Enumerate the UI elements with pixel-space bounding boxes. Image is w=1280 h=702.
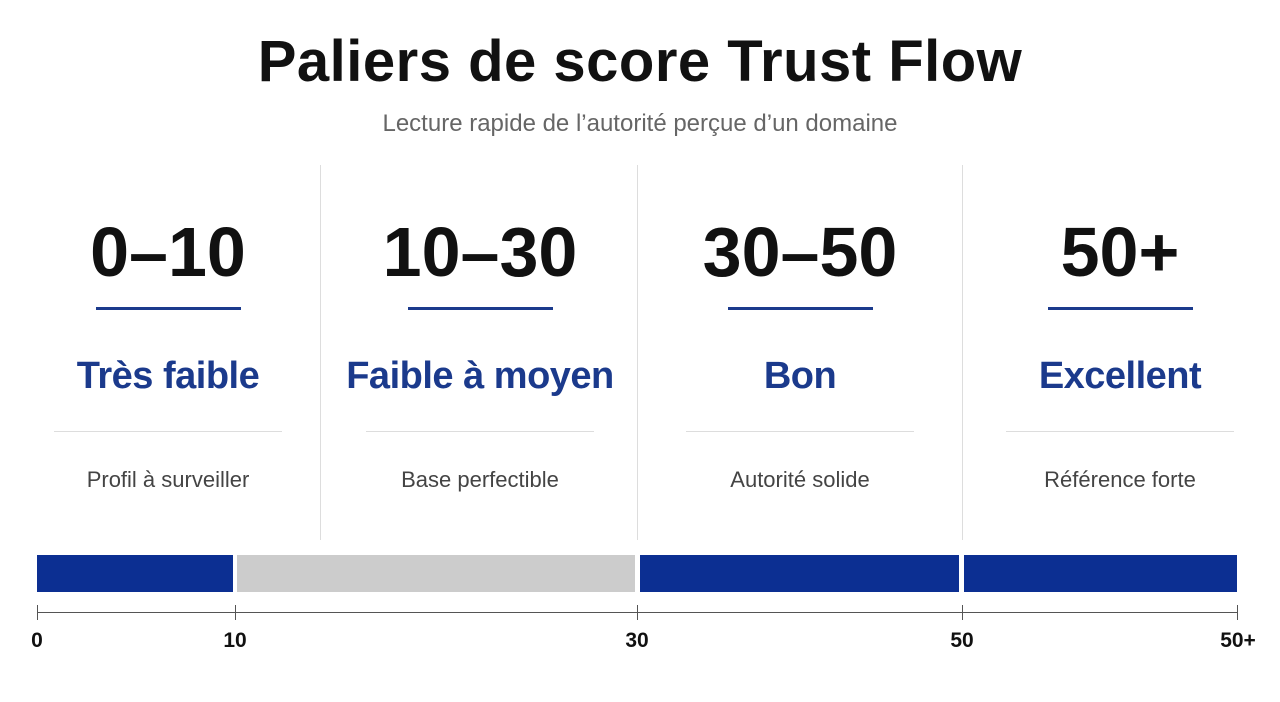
tier-range: 30–50: [702, 213, 898, 291]
separator: [54, 431, 282, 432]
scale-segment: [964, 555, 1237, 592]
tick-label: 50+: [1220, 629, 1256, 652]
tier-range: 0–10: [90, 213, 246, 291]
tier: 0–10 Très faible Profil à surveiller: [18, 0, 318, 560]
underline: [1048, 307, 1193, 310]
divider: [637, 165, 638, 540]
tier-label: Faible à moyen: [346, 355, 614, 397]
underline: [408, 307, 553, 310]
separator: [1006, 431, 1234, 432]
tick-label: 30: [625, 629, 649, 652]
tier-description: Profil à surveiller: [86, 467, 250, 492]
tick-mark: [637, 605, 638, 620]
tick-mark: [235, 605, 236, 620]
tier-description: Référence forte: [1044, 467, 1196, 492]
scale-segment: [37, 555, 233, 592]
underline: [96, 307, 241, 310]
scale-segment: [640, 555, 959, 592]
scale-segment: [237, 555, 635, 592]
tick-label: 50: [950, 629, 974, 652]
tier: 50+ Excellent Référence forte: [970, 0, 1270, 560]
divider: [320, 165, 321, 540]
tick-label: 10: [223, 629, 247, 652]
underline: [728, 307, 873, 310]
tier-description: Base perfectible: [401, 467, 559, 492]
tier-description: Autorité solide: [730, 467, 870, 492]
divider: [962, 165, 963, 540]
tier-range: 10–30: [382, 213, 578, 291]
tier-label: Bon: [763, 355, 837, 397]
tick-mark: [37, 605, 38, 620]
tier: 30–50 Bon Autorité solide: [650, 0, 950, 560]
separator: [686, 431, 914, 432]
tier-label: Très faible: [76, 355, 260, 397]
tier: 10–30 Faible à moyen Base perfectible: [330, 0, 630, 560]
tier-range: 50+: [1060, 213, 1180, 291]
tick-mark: [962, 605, 963, 620]
subtitle: Lecture rapide de l’autorité perçue d’un…: [382, 110, 898, 137]
tier-label: Excellent: [1038, 355, 1202, 397]
separator: [366, 431, 594, 432]
title: Paliers de score Trust Flow: [257, 29, 1023, 94]
tick-mark: [1237, 605, 1238, 620]
tick-label: 0: [31, 629, 43, 652]
